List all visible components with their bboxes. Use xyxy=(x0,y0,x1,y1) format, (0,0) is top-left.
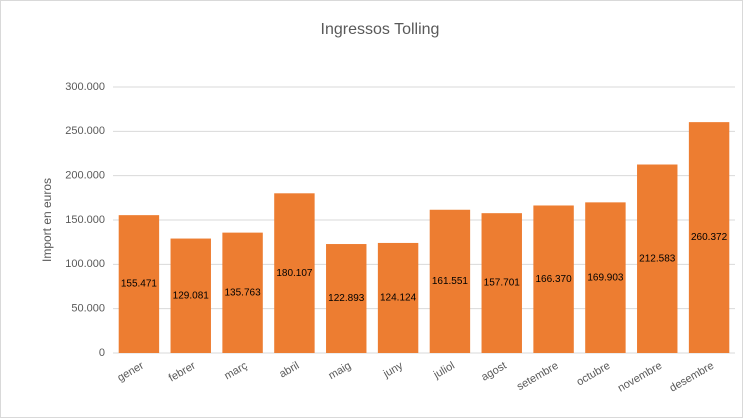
bar xyxy=(533,205,574,353)
bar xyxy=(481,213,522,353)
bar xyxy=(377,242,419,353)
bar xyxy=(429,209,471,353)
data-label: 135.763 xyxy=(225,287,262,298)
data-label: 124.124 xyxy=(380,293,417,304)
bar xyxy=(274,193,315,353)
data-label: 180.107 xyxy=(276,268,313,279)
y-tick-label: 0 xyxy=(99,347,105,359)
bar xyxy=(170,238,211,353)
y-tick-label: 100.000 xyxy=(65,258,105,270)
bar xyxy=(637,164,678,353)
bar xyxy=(118,215,160,353)
data-label: 129.081 xyxy=(173,290,210,301)
data-label: 155.471 xyxy=(121,279,158,290)
y-tick-label: 50.000 xyxy=(71,303,105,315)
chart-title: Ingressos Tolling xyxy=(321,21,440,38)
data-label: 212.583 xyxy=(639,253,676,264)
y-tick-label: 250.000 xyxy=(65,125,105,137)
y-axis-label: Import en euros xyxy=(40,178,54,262)
y-tick-label: 300.000 xyxy=(65,81,105,93)
data-label: 169.903 xyxy=(587,272,624,283)
data-label: 260.372 xyxy=(691,232,728,243)
bar xyxy=(326,244,367,353)
data-label: 157.701 xyxy=(484,278,521,289)
bar xyxy=(688,122,730,353)
bar xyxy=(222,232,263,353)
bar xyxy=(585,202,626,353)
y-tick-label: 150.000 xyxy=(65,214,105,226)
data-label: 161.551 xyxy=(432,276,469,287)
data-label: 166.370 xyxy=(536,274,573,285)
y-tick-label: 200.000 xyxy=(65,170,105,182)
data-label: 122.893 xyxy=(328,293,365,304)
